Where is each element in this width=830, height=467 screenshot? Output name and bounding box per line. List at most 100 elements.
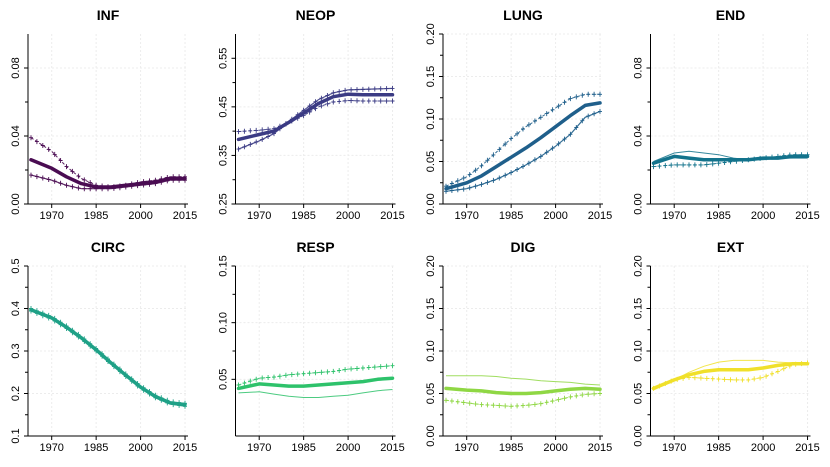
series-marker (360, 98, 365, 104)
series-marker (384, 363, 389, 369)
y-tick-label: 0.10 (425, 340, 437, 361)
series-marker (52, 151, 57, 157)
series-marker (343, 367, 348, 373)
series-marker (355, 87, 359, 93)
series-marker (94, 348, 99, 354)
series-marker (88, 186, 93, 192)
series-marker (556, 397, 561, 403)
series-marker (319, 95, 324, 101)
panel-inf: INF 0.00 0.04 0.08 1970 1985 2000 2015 (10, 7, 197, 222)
y-tick-label: 0.04 (633, 125, 645, 146)
series-marker (307, 370, 312, 376)
y-tick-label: 0.08 (633, 57, 645, 78)
series-marker (479, 163, 484, 169)
series-marker (515, 167, 520, 172)
series-marker (94, 186, 99, 192)
series-marker (289, 372, 294, 378)
x-tick-label: 1970 (662, 442, 686, 454)
series-marker (467, 172, 472, 178)
series-marker (135, 383, 140, 389)
y-tick-label: 0.35 (218, 145, 230, 166)
series-marker (509, 403, 514, 409)
series-marker (586, 113, 591, 119)
x-tick-label: 2000 (543, 442, 567, 454)
series-marker (687, 374, 691, 380)
series-marker (568, 394, 573, 400)
series-marker (521, 163, 525, 169)
series-marker (526, 402, 531, 408)
series-marker (805, 152, 810, 158)
series-marker (82, 339, 87, 344)
y-tick-label: 0.2 (10, 386, 22, 401)
panel-end: END 0.00 0.04 0.08 1970 1985 2000 2015 (633, 7, 820, 222)
series-marker (781, 153, 786, 159)
series-marker (129, 378, 134, 384)
y-tick-label: 0.10 (425, 108, 437, 129)
series-marker (663, 163, 668, 169)
series-marker (574, 125, 579, 130)
series-marker (781, 366, 786, 372)
series-line (236, 92, 395, 142)
series-marker (52, 318, 57, 324)
series-marker (461, 186, 466, 192)
series-marker (509, 170, 514, 176)
panel-neop: NEOP 0.25 0.35 0.45 0.55 1970 1985 2000 2015 (218, 7, 405, 222)
series-marker (758, 375, 763, 381)
series-marker (266, 126, 271, 132)
series-0-thick (651, 362, 810, 391)
x-tick-label: 1985 (499, 442, 523, 454)
series-marker (503, 141, 508, 147)
series-1-thin (653, 150, 808, 162)
series-marker (141, 182, 146, 188)
series-marker (574, 393, 579, 399)
series-marker (141, 387, 146, 393)
series-marker (70, 184, 75, 190)
x-tick-label: 2015 (173, 210, 197, 222)
series-marker (177, 402, 182, 408)
series-marker (598, 391, 602, 396)
series-1-dashed-cross (29, 135, 187, 190)
series-marker (331, 368, 336, 374)
series-0-thick (29, 308, 187, 407)
series-marker (242, 144, 247, 150)
y-tick-label: 0.45 (218, 96, 230, 117)
series-marker (521, 126, 525, 132)
series-marker (562, 99, 567, 105)
x-tick-label: 2015 (795, 442, 819, 454)
series-marker (117, 369, 122, 375)
series-marker (372, 98, 377, 104)
series-marker (29, 172, 33, 178)
x-tick-label: 2015 (380, 442, 404, 454)
series-marker (787, 152, 792, 158)
series-marker (52, 178, 57, 184)
series-marker (331, 90, 336, 96)
series-marker (592, 111, 597, 117)
series-marker (171, 177, 176, 183)
series-marker (283, 121, 288, 127)
series-marker (46, 177, 51, 182)
series-marker (449, 188, 454, 193)
y-tick-label: 0.05 (425, 383, 437, 404)
series-marker (444, 397, 448, 403)
series-marker (76, 334, 81, 340)
x-tick-label: 1970 (454, 210, 478, 222)
series-marker (272, 131, 276, 137)
series-marker (29, 308, 33, 314)
x-tick-label: 1985 (84, 210, 108, 222)
series-marker (716, 160, 721, 166)
panel-lung: LUNG 0.00 0.05 0.10 0.15 0.20 1970 1985 2000 2015 (425, 7, 612, 222)
series-marker (538, 114, 543, 120)
series-marker (266, 134, 271, 139)
series-marker (687, 162, 691, 168)
x-tick-label: 2000 (543, 210, 567, 222)
series-marker (165, 178, 170, 184)
series-marker (313, 99, 318, 105)
x-tick-label: 2000 (751, 210, 775, 222)
y-tick-label: 0.5 (10, 258, 22, 273)
series-marker (556, 103, 561, 109)
series-marker (70, 168, 75, 174)
panel-title: CIRC (91, 239, 125, 255)
series-marker (319, 369, 324, 375)
series-marker (100, 353, 105, 359)
x-tick-label: 1985 (84, 442, 108, 454)
